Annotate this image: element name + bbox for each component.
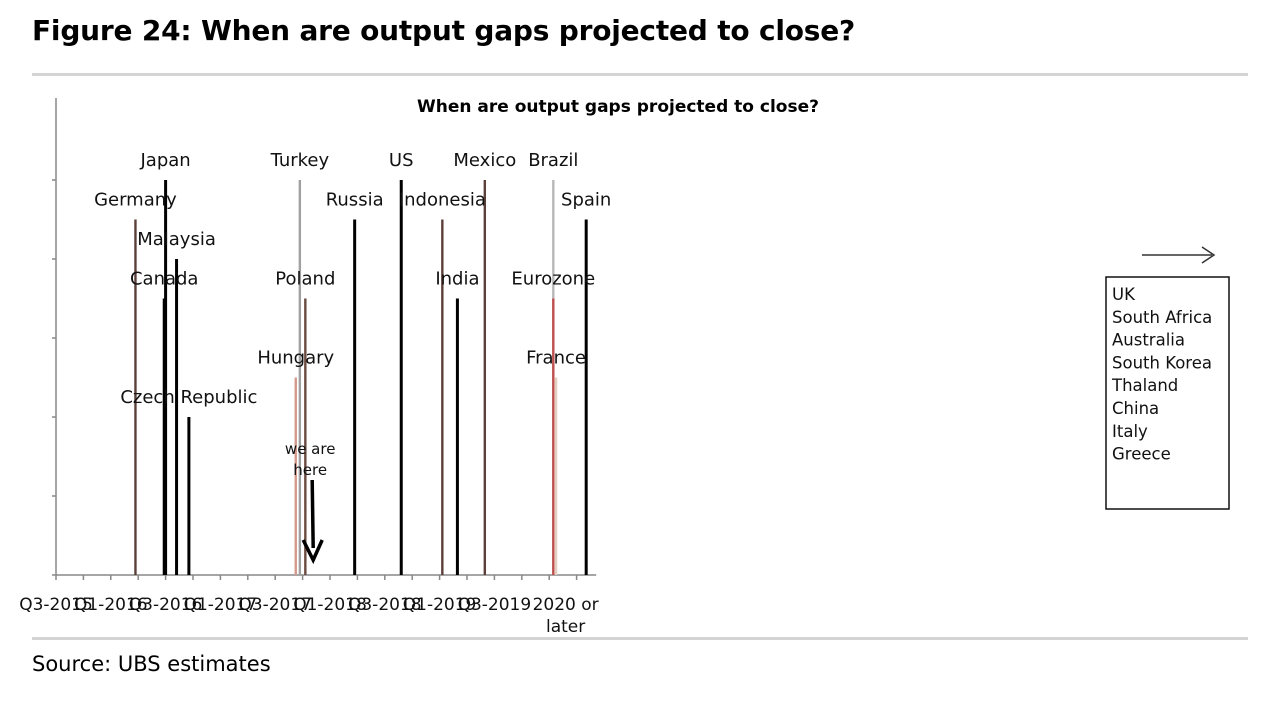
later-box xyxy=(1105,276,1230,510)
later-group: UK South Africa Australia South Korea Thalan… xyxy=(1105,246,1230,510)
label-russia: Russia xyxy=(326,190,384,211)
later-item-italy: Italy xyxy=(1112,422,1148,441)
marker-text: we are here xyxy=(285,440,336,479)
later-arrow-head xyxy=(1201,246,1216,264)
x-tick-label: Q3-2015 xyxy=(19,595,93,615)
bottom-rule xyxy=(32,637,1248,640)
later-item-south-africa: South Africa xyxy=(1112,308,1212,327)
chart-title: When are output gaps projected to close? xyxy=(417,97,819,117)
x-tick-label: Q3-2018 xyxy=(348,595,422,615)
label-japan: Japan xyxy=(139,150,190,171)
label-hungary: Hungary xyxy=(257,348,334,369)
later-item-china: China xyxy=(1112,399,1159,418)
later-item-thaland: Thaland xyxy=(1111,376,1178,395)
label-czech-republic: Czech Republic xyxy=(120,387,257,408)
figure-title: Figure 24: When are output gaps projecte… xyxy=(32,14,856,47)
later-item-greece: Greece xyxy=(1112,445,1171,464)
x-tick-label: Q1-2018 xyxy=(293,595,367,615)
label-malaysia: Malaysia xyxy=(137,229,216,250)
marker-arrow-shaft xyxy=(310,479,315,549)
x-tick-label: 2020 or later xyxy=(533,595,599,637)
label-indonesia: Indonesia xyxy=(399,190,486,211)
later-item-australia: Australia xyxy=(1112,331,1185,350)
later-item-uk: UK xyxy=(1112,285,1136,304)
label-us: US xyxy=(389,150,414,171)
label-canada: Canada xyxy=(130,269,199,290)
label-poland: Poland xyxy=(275,269,335,290)
top-rule xyxy=(32,73,1248,76)
label-mexico: Mexico xyxy=(453,150,516,171)
x-tick-labels: Q3-2015Q1-2016Q3-2016Q1-2017Q3-2017Q1-20… xyxy=(19,595,598,637)
source-note: Source: UBS estimates xyxy=(32,652,271,676)
label-germany: Germany xyxy=(94,190,177,211)
label-brazil: Brazil xyxy=(528,150,578,171)
x-tick-label: Q1-2016 xyxy=(74,595,148,615)
label-france: France xyxy=(526,348,586,369)
x-tick-label: Q3-2016 xyxy=(129,595,203,615)
we-are-here-marker: we are here xyxy=(285,440,336,565)
label-eurozone: Eurozone xyxy=(511,269,595,290)
x-tick-label: Q3-2017 xyxy=(238,595,312,615)
later-item-south-korea: South Korea xyxy=(1112,353,1212,372)
x-tick-label: Q1-2017 xyxy=(184,595,258,615)
marker-arrow-head xyxy=(301,539,324,565)
label-india: India xyxy=(435,269,479,290)
country-labels: Germany Japan Canada Malaysia Czech Republic… xyxy=(94,150,611,408)
label-spain: Spain xyxy=(561,190,611,211)
chart-axes xyxy=(52,98,597,580)
bar-series xyxy=(134,180,588,575)
label-turkey: Turkey xyxy=(270,150,330,171)
x-tick-label: Q3-2019 xyxy=(458,595,532,615)
x-tick-label: Q1-2019 xyxy=(403,595,477,615)
